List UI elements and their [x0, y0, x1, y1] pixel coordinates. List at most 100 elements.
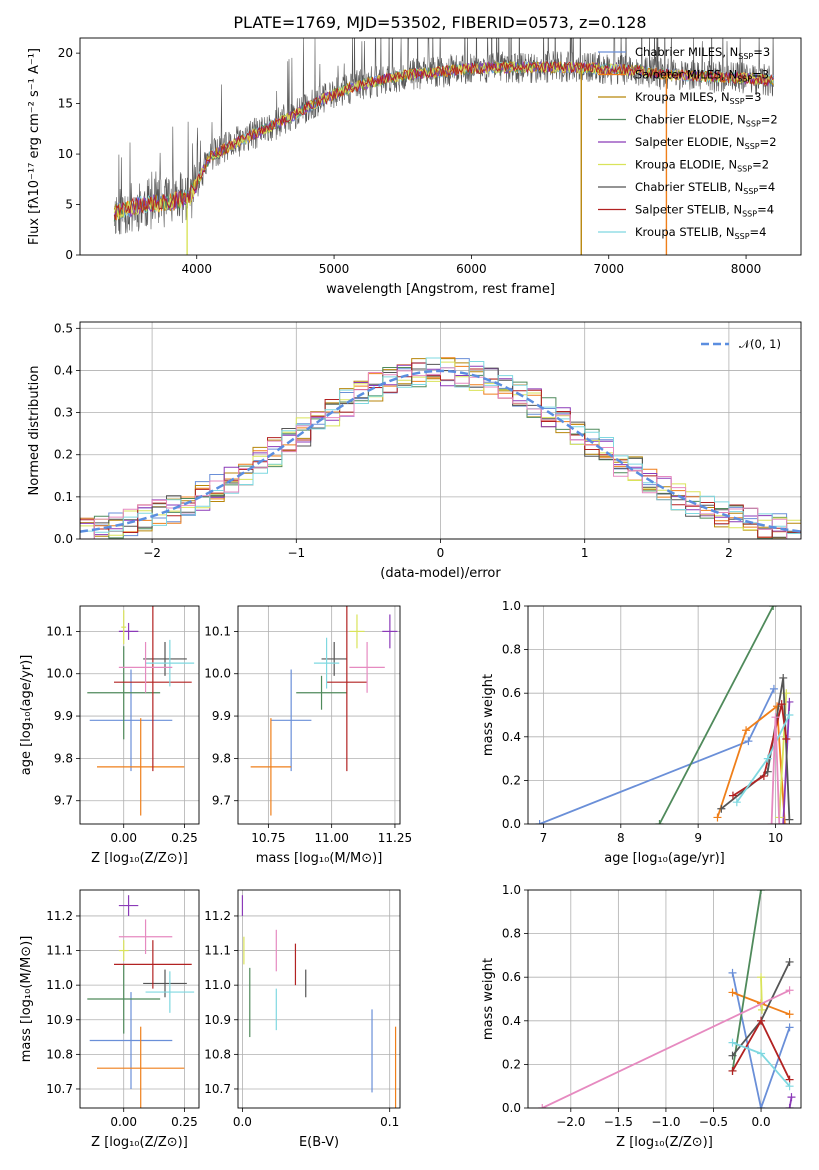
x-axis-label: wavelength [Angstrom, rest frame]	[326, 282, 555, 297]
legend-entry: Chabrier STELIB, NSSP=4	[635, 180, 775, 196]
errorbar-point	[143, 969, 187, 998]
y-tick-label: 10.7	[46, 1082, 73, 1096]
y-tick-label: 9.7	[54, 794, 73, 808]
y-tick-label: 0.8	[502, 927, 521, 941]
errorbar-point	[114, 606, 192, 772]
axes-frame	[79, 37, 802, 256]
legend-subscript: SSP	[742, 210, 757, 219]
plot-area	[87, 606, 195, 816]
weight-point-marker	[655, 820, 664, 824]
legend-entry: Kroupa STELIB, NSSP=4	[635, 225, 766, 241]
plot-area	[250, 606, 398, 816]
legend-entry: Chabrier MILES, NSSP=3	[635, 45, 770, 61]
errorbar-point	[89, 669, 173, 772]
legend-suffix: =2	[761, 113, 778, 127]
y-tick-label: 10.8	[46, 1047, 73, 1061]
x-tick-label: −1.5	[604, 1115, 633, 1129]
weight-point-marker	[732, 798, 741, 807]
y-tick-label: 0.1	[54, 490, 73, 504]
weight-point-marker	[757, 1016, 766, 1025]
legend-subscript: SSP	[745, 142, 760, 151]
y-axis-label: Flux [fλ10⁻¹⁷ erg cm⁻² s⁻¹ A⁻¹]	[27, 48, 42, 245]
errorbar-point	[321, 641, 347, 676]
weight-point-marker	[742, 726, 751, 735]
y-tick-label: 0.0	[502, 817, 521, 831]
y-tick-label: 9.8	[212, 751, 231, 765]
errorbar-point	[143, 641, 187, 676]
x-tick-label: −1	[287, 546, 305, 560]
x-tick-label: 7000	[593, 262, 624, 276]
x-axis-label: (data-model)/error	[380, 566, 501, 581]
weight-point-marker	[757, 1049, 766, 1058]
weight-point-marker	[785, 815, 794, 824]
x-tick-label: −1.0	[651, 1115, 680, 1129]
y-tick-label: 0.6	[502, 970, 521, 984]
legend-text: Kroupa MILES, N	[635, 90, 730, 104]
chart-mass-weight-vs-Z: −2.0 −1.5 −1.0 −0.5 0.0 0.0 0.2 0.4 0.6 0.8 1.0 Z […	[481, 883, 802, 1150]
weight-point-marker	[763, 754, 772, 763]
y-axis-label: mass weight	[481, 958, 496, 1040]
legend-subscript: SSP	[735, 232, 750, 241]
y-tick-label: 11.0	[46, 978, 73, 992]
y-tick-label: 0.8	[502, 643, 521, 657]
axes-frame	[527, 605, 802, 825]
errorbar-point	[313, 637, 340, 689]
x-tick-label: 5000	[319, 262, 350, 276]
x-tick-label: −2	[143, 546, 161, 560]
weight-series-line	[731, 972, 791, 1108]
errorbar-point	[296, 675, 347, 710]
weight-point-marker	[728, 988, 737, 997]
legend-subscript: SSP	[743, 187, 758, 196]
legend-text: Salpeter STELIB, N	[635, 203, 742, 217]
legend-suffix: =2	[752, 158, 769, 172]
legend-subscript: SSP	[738, 52, 753, 61]
legend-text: Kroupa STELIB, N	[635, 225, 735, 239]
weight-point-marker	[757, 973, 766, 982]
spectrum-series-2	[113, 60, 774, 220]
y-tick-label: 10.9	[204, 1013, 231, 1027]
legend-entry: Kroupa ELODIE, NSSP=2	[635, 158, 769, 174]
x-axis-label: E(B-V)	[299, 1135, 339, 1150]
x-tick-label: 10.75	[251, 831, 285, 845]
weight-point-marker	[775, 820, 784, 824]
weight-series-line	[541, 989, 790, 1108]
spectrum-series-6	[114, 38, 774, 235]
weight-point-marker	[785, 1010, 794, 1019]
weight-point-marker	[759, 772, 768, 781]
figure-title: PLATE=1769, MJD=53502, FIBERID=0573, z=0…	[233, 13, 646, 32]
errorbar-point	[326, 606, 368, 772]
axes-frame	[237, 889, 401, 1109]
y-tick-label: 0.2	[502, 773, 521, 787]
legend-text: Chabrier MILES, N	[635, 45, 738, 59]
legend-entry: Salpeter STELIB, NSSP=4	[635, 203, 774, 219]
y-tick-label: 5	[65, 198, 73, 212]
weight-series-line	[539, 688, 775, 824]
y-axis-label: mass weight	[481, 674, 496, 756]
x-axis-label: Z [log₁₀(Z/Z⊙)]	[616, 1135, 713, 1150]
axes-frame	[527, 889, 802, 1109]
errorbar-point	[382, 614, 398, 649]
legend-suffix: =4	[750, 225, 767, 239]
plot-area	[241, 895, 397, 1108]
errorbar-point	[87, 646, 161, 740]
chart-residuals: −2 −1 0 1 2 0.0 0.1 0.2 0.3 0.4 0.5 𝒩(0, 1) (data-mo…	[27, 321, 802, 581]
weight-point-marker	[769, 606, 778, 610]
errorbar-point	[97, 1026, 185, 1108]
y-tick-label: 11.2	[46, 909, 73, 923]
weight-point-marker	[785, 1023, 794, 1032]
errorbar-point	[89, 992, 173, 1089]
y-tick-label: 0	[65, 248, 73, 262]
y-tick-label: 10.1	[204, 624, 231, 638]
y-tick-label: 0.0	[502, 1101, 521, 1115]
x-tick-label: 11.25	[378, 831, 412, 845]
errorbar-point	[145, 971, 195, 1013]
y-tick-label: 0.2	[54, 448, 73, 462]
plot-area	[113, 38, 774, 255]
errorbar-point	[118, 641, 173, 693]
y-tick-label: 9.9	[212, 709, 231, 723]
y-axis-label: Normed distribution	[27, 366, 42, 496]
chart-mass-weight-vs-age: 7 8 9 10 0.0 0.2 0.4 0.6 0.8 1.0 age [log₁₀(age/yr…	[481, 599, 802, 866]
legend-suffix: =3	[745, 90, 762, 104]
weight-point-marker	[757, 1104, 766, 1108]
